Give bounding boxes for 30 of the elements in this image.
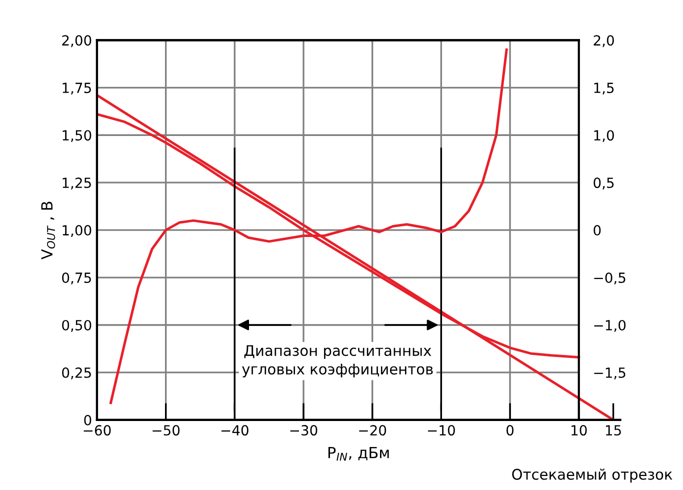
- y2-tick-label: 0: [594, 225, 601, 236]
- x-tick-label: −30: [290, 425, 318, 436]
- y2-tick-label: −1,5: [594, 368, 626, 380]
- y2-tick-label: 2,0: [594, 35, 614, 48]
- x-tick-label: −20: [359, 425, 386, 436]
- y-tick-label: 1,25: [62, 178, 91, 190]
- text: Отсекаемый отрезок: [512, 468, 672, 483]
- y-tick-label: 1,00: [62, 225, 92, 237]
- y-tick-label: 0,75: [62, 272, 91, 284]
- x-tick-label: 0: [506, 425, 514, 436]
- x-axis-title: P$_{IN}$, дБм: [328, 447, 389, 461]
- y-tick-label: 0,25: [62, 367, 91, 380]
- x-tick-label: 10: [572, 425, 587, 436]
- y-tick-label: 1,50: [62, 130, 92, 142]
- y-tick-label: 0: [84, 414, 92, 426]
- y2-tick-label: 1,5: [594, 82, 614, 95]
- y2-tick-label: −1,0: [594, 320, 626, 332]
- annotation: Диапазон рассчитанных угловых коэффициентов: [242, 345, 433, 378]
- y-axis-title: V$_{OUT}$ , В: [41, 202, 56, 260]
- x-tick-label: 15: [606, 425, 621, 436]
- x-tick-label: −50: [152, 425, 180, 436]
- x-tick-label: −10: [428, 425, 455, 436]
- y2-tick-label: 0,5: [594, 178, 614, 190]
- x-tick-label: −40: [221, 425, 248, 436]
- y2-tick-label: 1,0: [594, 130, 614, 142]
- y2-tick-label: −0,5: [594, 272, 626, 284]
- x-tick-label: −60: [84, 425, 111, 436]
- y-tick-label: 1,75: [62, 82, 91, 95]
- y-tick-label: 0,50: [62, 320, 92, 332]
- y-tick-label: 2,00: [62, 35, 92, 48]
